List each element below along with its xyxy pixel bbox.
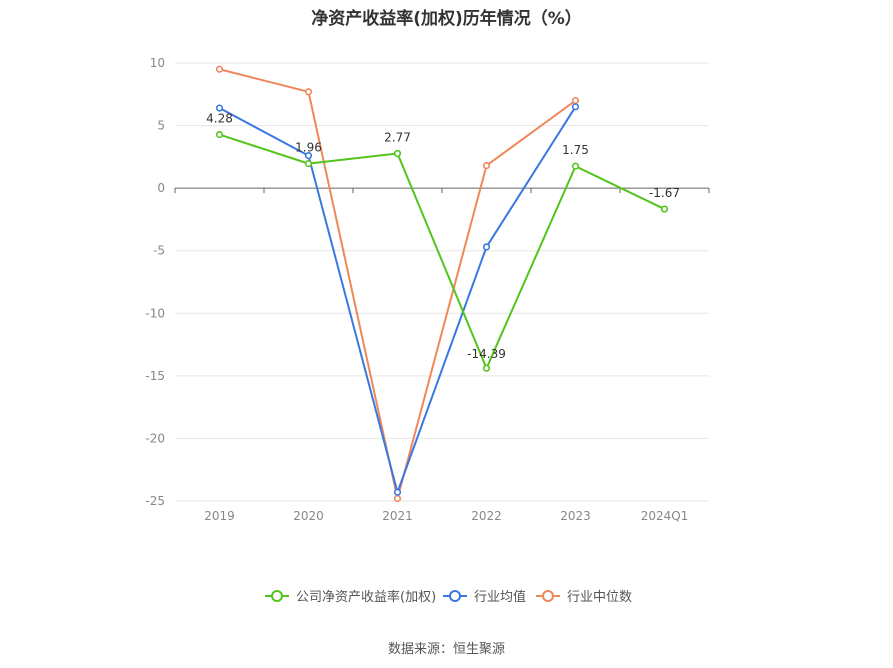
legend-marker [542, 590, 554, 602]
x-tick-label: 2023 [560, 509, 591, 523]
data-point [215, 65, 224, 73]
data-point [571, 103, 580, 111]
data-point [304, 160, 313, 168]
x-tick-label: 2020 [293, 509, 324, 523]
y-tick-label: 0 [157, 181, 165, 195]
data-point [393, 149, 402, 158]
legend-label: 公司净资产收益率(加权) [296, 589, 436, 605]
legend: 公司净资产收益率(加权) 行业均值 行业中位数 [265, 589, 632, 605]
data-point [393, 488, 402, 496]
data-point [571, 162, 580, 170]
x-tick-label: 2024Q1 [641, 509, 689, 523]
y-tick-label: -10 [145, 306, 165, 320]
data-point [482, 243, 491, 251]
grid-layer [175, 62, 709, 502]
chart-title: 净资产收益率(加权)历年情况（%） [311, 9, 582, 29]
data-label: 1.75 [562, 143, 589, 157]
x-tick-label: 2022 [471, 509, 502, 523]
y-tick-label: -5 [153, 244, 165, 258]
data-label-layer: 4.28 1.96 2.77 -14.39 1.75 -1.67 [206, 112, 680, 362]
data-point [215, 104, 224, 112]
x-tick-label: 2019 [204, 509, 235, 523]
data-point [482, 364, 491, 372]
legend-label: 行业中位数 [567, 590, 632, 605]
data-label: -14.39 [467, 347, 506, 361]
y-tick-label: -15 [145, 369, 165, 383]
series-layer [215, 65, 669, 503]
series-line [219, 106, 577, 494]
data-point [304, 152, 313, 160]
data-point [215, 130, 224, 139]
data-point [660, 205, 669, 213]
legend-marker [449, 590, 461, 602]
data-point [571, 96, 580, 105]
axis-layer: 10 5 0 -5 -10 -15 -20 -25 2019 2020 2021 2022 2023 20… [145, 56, 710, 523]
data-label: -1.67 [649, 186, 680, 200]
x-tick-label: 2021 [382, 509, 413, 523]
data-point [482, 162, 491, 170]
data-label: 2.77 [384, 130, 411, 144]
y-tick-label: 10 [150, 56, 165, 70]
y-tick-label: 5 [157, 119, 165, 133]
series-line [219, 133, 665, 370]
y-tick-label: -20 [145, 431, 165, 445]
data-point [304, 88, 313, 96]
data-label: 4.28 [206, 112, 233, 126]
y-tick-label: -25 [145, 494, 165, 508]
data-source: 数据来源：恒生聚源 [387, 642, 505, 657]
legend-marker [271, 590, 283, 602]
data-label: 1.96 [295, 141, 322, 155]
data-point [393, 494, 402, 503]
legend-label: 行业均值 [474, 589, 526, 605]
